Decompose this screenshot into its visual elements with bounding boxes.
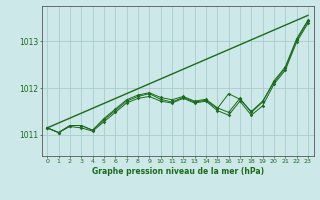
X-axis label: Graphe pression niveau de la mer (hPa): Graphe pression niveau de la mer (hPa): [92, 167, 264, 176]
